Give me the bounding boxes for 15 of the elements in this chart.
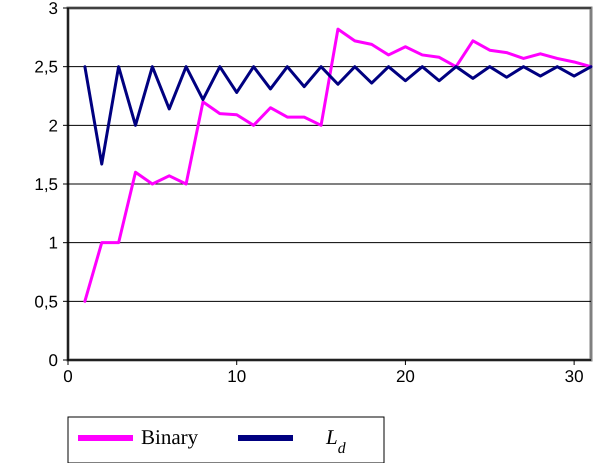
x-tick-label: 0 xyxy=(63,367,73,386)
y-tick-label: 1 xyxy=(48,234,58,253)
y-tick-label: 0,5 xyxy=(34,292,58,312)
x-tick-label: 20 xyxy=(396,367,415,386)
y-tick-label: 1,5 xyxy=(34,175,58,194)
y-tick-label: 3 xyxy=(48,0,58,18)
x-tick-label: 10 xyxy=(227,367,246,386)
legend-label: Binary xyxy=(141,425,199,449)
y-tick-label: 2,5 xyxy=(34,58,58,77)
y-tick-label: 2 xyxy=(48,116,58,136)
x-tick-label: 30 xyxy=(564,367,584,386)
y-tick-label: 0 xyxy=(48,351,58,370)
line-series xyxy=(83,28,592,303)
legend-label: L$_{d}$ xyxy=(325,425,346,456)
line-series xyxy=(83,65,592,166)
